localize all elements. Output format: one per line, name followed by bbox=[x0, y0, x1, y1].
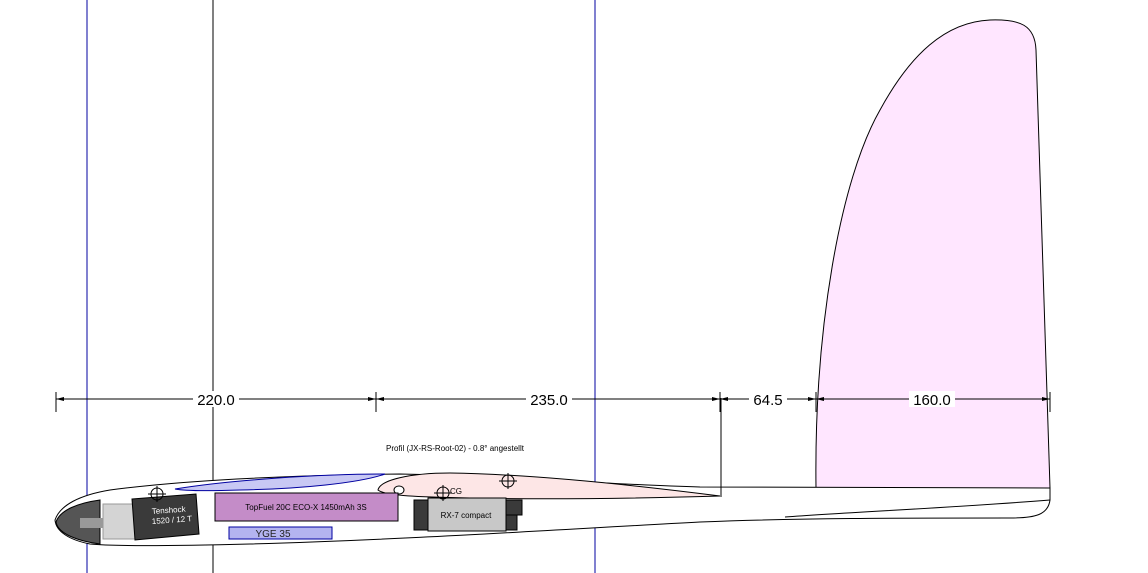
servo-left bbox=[413, 499, 430, 531]
esc-label: YGE 35 bbox=[255, 529, 290, 540]
motor-label-2: 1520 / 12 T bbox=[152, 514, 193, 526]
dim-label-64: 64.5 bbox=[753, 392, 782, 409]
cg-marker-wing bbox=[499, 473, 517, 489]
receiver-box bbox=[427, 497, 507, 532]
motor-label-1: Tenshock bbox=[152, 505, 187, 516]
cg-label: CG bbox=[450, 487, 462, 496]
battery-label: TopFuel 20C ECO-X 1450mAh 3S bbox=[245, 503, 366, 512]
cg-marker-main bbox=[434, 485, 452, 501]
canopy bbox=[174, 473, 386, 492]
servo-right bbox=[504, 499, 523, 516]
servo-right-lower bbox=[504, 514, 518, 531]
esc-box bbox=[228, 526, 333, 540]
dim-label-160: 160.0 bbox=[913, 392, 951, 409]
motor: Tenshock 1520 / 12 T bbox=[131, 493, 200, 541]
dim-label-235: 235.0 bbox=[530, 392, 568, 409]
vertical-fin bbox=[815, 19, 1051, 489]
receiver-label: RX-7 compact bbox=[441, 511, 492, 520]
battery-box bbox=[214, 492, 399, 522]
motor-shaft bbox=[80, 518, 105, 528]
stab-outline bbox=[784, 499, 1051, 518]
motor-mount bbox=[102, 503, 136, 540]
wing-spar-hole bbox=[393, 485, 405, 495]
cg-marker-nose bbox=[148, 486, 166, 502]
nose-cone bbox=[55, 499, 101, 545]
dim-label-220: 220.0 bbox=[197, 392, 235, 409]
profile-caption: Profil (JX-RS-Root-02) - 0.8° angestellt bbox=[386, 444, 525, 453]
